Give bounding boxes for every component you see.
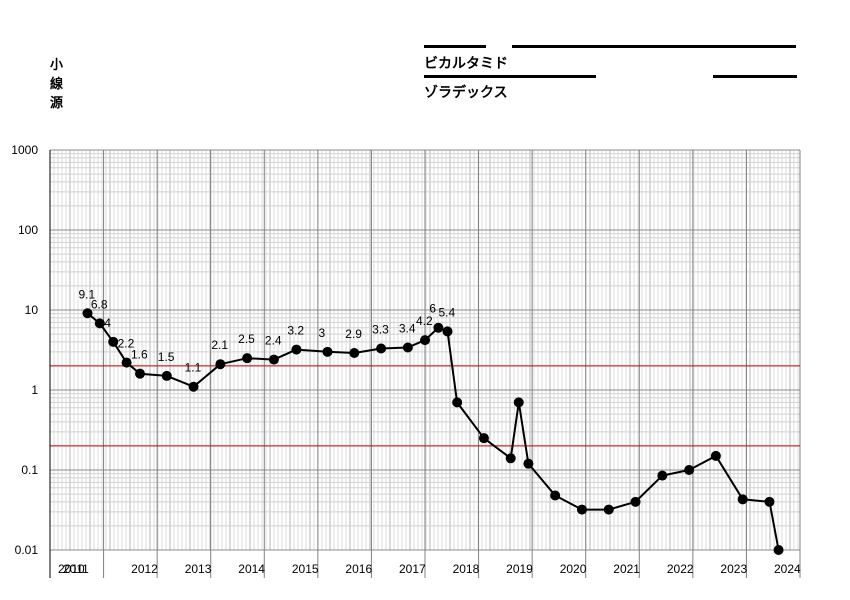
data-label: 9.1 — [79, 287, 96, 301]
y-tick-label: 10 — [25, 303, 39, 317]
data-series — [82, 308, 784, 555]
chart-grid — [49, 149, 801, 578]
data-labels: 9.16.8 4 2.21.6 1.5 1.1 2.1 2.5 2.4 3.2 3 2.9 3.3 3.… — [79, 287, 456, 374]
data-point — [242, 353, 253, 364]
data-point — [505, 453, 516, 464]
data-label: 2.9 — [345, 327, 362, 341]
x-tick-label: 2014 — [238, 562, 265, 576]
data-point — [442, 326, 453, 337]
data-point — [135, 368, 145, 379]
data-point — [550, 490, 561, 501]
data-point — [215, 359, 226, 370]
x-tick-label: 2013 — [185, 562, 212, 576]
x-tick-label: 2019 — [506, 562, 533, 576]
y-tick-labels: 1000 100 10 1 0.1 0.01 — [11, 143, 38, 557]
data-point — [630, 496, 641, 507]
data-point — [322, 346, 333, 357]
y-tick-label: 1000 — [11, 143, 38, 157]
data-point — [291, 344, 302, 355]
x-tick-label: 2010 — [58, 562, 85, 576]
data-label: 5.4 — [439, 305, 456, 319]
treatment-bar — [713, 75, 797, 78]
treatment-bar — [424, 45, 486, 48]
data-label: 3 — [319, 326, 326, 340]
data-label: 1.5 — [158, 350, 175, 364]
data-point — [94, 318, 105, 329]
data-point — [161, 370, 172, 381]
drug-label-bicalutamide: ビカルタミド — [424, 56, 508, 72]
x-tick-label: 2022 — [667, 562, 694, 576]
data-point — [478, 433, 489, 444]
reference-lines — [50, 365, 800, 447]
data-point — [452, 397, 463, 408]
x-tick-label: 2012 — [131, 562, 158, 576]
data-label: 6.8 — [91, 297, 108, 311]
data-label: 2.2 — [118, 337, 135, 351]
data-label: 2.5 — [238, 332, 255, 346]
y-tick-label: 0.1 — [21, 463, 38, 477]
drug-label-zoladex: ゾラデックス — [424, 85, 508, 101]
data-label: 4.2 — [416, 314, 433, 328]
x-tick-label: 2017 — [399, 562, 426, 576]
data-point — [737, 494, 748, 505]
data-point — [523, 458, 534, 469]
data-point — [433, 322, 444, 333]
x-tick-label: 2024 — [774, 562, 801, 576]
data-label: 2.1 — [211, 338, 228, 352]
x-tick-label: 2020 — [560, 562, 587, 576]
vertical-label-char: 小 — [50, 58, 64, 73]
data-label: 6 — [429, 302, 436, 316]
data-point — [764, 496, 775, 507]
vertical-label-char: 線 — [50, 77, 64, 92]
y-tick-label: 1 — [31, 383, 38, 397]
data-point — [268, 354, 279, 365]
data-point — [773, 545, 784, 555]
treatment-bar — [424, 75, 596, 78]
data-point — [576, 504, 587, 515]
y-tick-label: 0.01 — [15, 543, 39, 557]
x-tick-label: 2023 — [720, 562, 747, 576]
data-label: 1.1 — [185, 361, 202, 375]
x-tick-label: 2015 — [292, 562, 319, 576]
treatment-bar — [512, 45, 796, 48]
x-tick-label: 2018 — [453, 562, 480, 576]
data-label: 3.4 — [399, 321, 416, 335]
data-point — [513, 397, 524, 408]
y-tick-label: 100 — [18, 223, 38, 237]
x-tick-label: 2021 — [613, 562, 640, 576]
data-point — [376, 343, 387, 354]
data-point — [82, 308, 93, 319]
x-tick-label: 2016 — [345, 562, 372, 576]
data-point — [108, 336, 119, 347]
data-label: 2.4 — [265, 334, 282, 348]
data-label: 4 — [104, 316, 111, 330]
data-point — [710, 450, 721, 461]
data-point — [420, 335, 430, 346]
data-point — [603, 504, 614, 515]
data-point — [402, 342, 413, 353]
data-point — [349, 348, 360, 359]
data-label: 3.3 — [372, 323, 389, 337]
data-point — [684, 465, 695, 475]
data-label: 1.6 — [131, 348, 148, 362]
data-label: 3.2 — [287, 324, 304, 338]
x-tick-label: 2011 — [63, 562, 89, 576]
vertical-label-char: 源 — [50, 96, 64, 111]
data-point — [188, 381, 199, 392]
data-point — [657, 470, 668, 481]
data-point — [121, 357, 132, 368]
